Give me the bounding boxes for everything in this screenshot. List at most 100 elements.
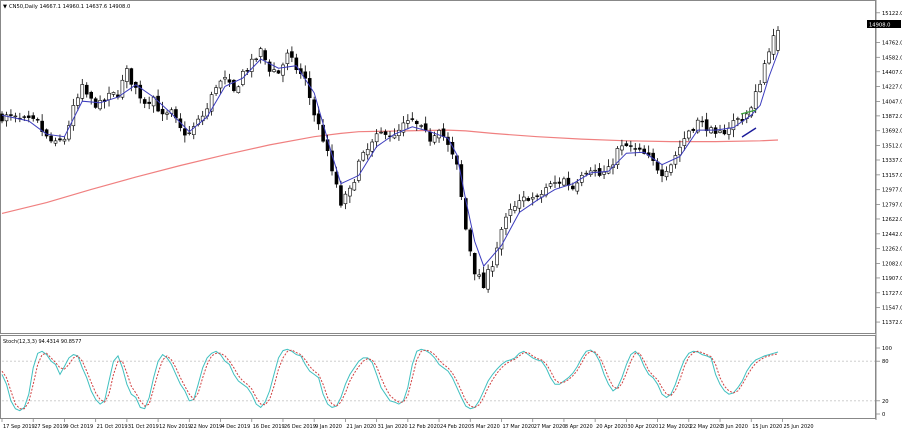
bull-candle-body — [530, 197, 535, 200]
stoch-tick-label: 20 — [882, 399, 889, 405]
candle — [691, 127, 696, 134]
trend-line-blue[interactable] — [741, 127, 757, 138]
price-tick-label: 13157.0 — [882, 173, 902, 179]
candle — [615, 146, 620, 170]
time-tick-label: 9 Oct 2019 — [65, 424, 93, 430]
bull-candle-body — [352, 182, 357, 191]
bull-candle-body — [343, 193, 348, 205]
candle — [165, 110, 169, 120]
bear-candle-body — [472, 253, 477, 275]
bear-candle-body — [557, 181, 562, 184]
bull-candle-body — [562, 178, 566, 186]
price-tick-label: 14227.0 — [882, 85, 902, 91]
bull-candle-body — [664, 170, 669, 178]
candle — [223, 70, 227, 85]
candle — [258, 46, 263, 64]
bull-candle-body — [165, 112, 169, 115]
price-tick-label: 12622.0 — [882, 217, 902, 223]
candle — [35, 117, 40, 123]
bull-candle-body — [285, 52, 290, 64]
time-tick-label: 5 Mar 2020 — [471, 424, 500, 430]
price-tick-label: 14582.0 — [882, 55, 902, 61]
bull-candle-body — [736, 118, 740, 120]
time-tick-label: 3 Jun 2020 — [721, 424, 748, 430]
bear-candle-body — [40, 120, 44, 132]
candle — [499, 226, 504, 256]
bull-candle-body — [678, 146, 682, 156]
bear-candle-body — [481, 272, 486, 289]
candle — [339, 180, 343, 208]
bull-candle-body — [13, 115, 18, 118]
bear-candle-body — [263, 50, 267, 61]
trend-line-green[interactable] — [740, 109, 757, 115]
candle — [214, 84, 218, 96]
candle — [700, 116, 704, 128]
bear-candle-body — [58, 138, 62, 141]
time-tick-label: 22 Nov 2019 — [190, 424, 222, 430]
time-tick-label: 12 Nov 2019 — [159, 424, 191, 430]
stoch-header: Stoch(12,3,3) 94.4314 90.8577 — [3, 339, 81, 345]
bear-candle-body — [633, 148, 638, 150]
candle — [423, 116, 428, 133]
bull-candle-body — [111, 92, 116, 95]
bull-candle-body — [517, 200, 522, 209]
candle — [637, 143, 642, 152]
bull-candle-body — [727, 127, 731, 135]
bull-candle-body — [254, 58, 259, 61]
candle — [722, 124, 727, 136]
candle — [642, 145, 647, 155]
candle — [316, 106, 321, 130]
candle — [767, 48, 771, 65]
bear-candle-body — [245, 70, 250, 72]
candle — [776, 26, 780, 53]
bear-candle-body — [232, 79, 236, 92]
candle — [513, 200, 517, 214]
time-tick-label: 12 Feb 2020 — [409, 424, 440, 430]
bear-candle-body — [294, 57, 299, 71]
candle — [731, 113, 736, 138]
candle — [526, 196, 531, 202]
bull-candle-body — [214, 87, 218, 94]
bull-candle-body — [370, 141, 374, 152]
candle — [495, 241, 499, 268]
bear-candle-body — [642, 148, 647, 154]
candle — [629, 140, 633, 152]
bull-candle-body — [753, 91, 758, 109]
bear-candle-body — [450, 141, 455, 155]
candle — [758, 80, 762, 93]
candle — [80, 78, 85, 101]
bear-candle-body — [290, 51, 294, 58]
candle — [263, 48, 267, 65]
candle — [356, 159, 361, 183]
price-axis: 15122.0 14762.0 14582.0 14407.0 14227.0 14047… — [876, 11, 902, 326]
bear-candle-body — [160, 108, 165, 115]
price-tick-label: 13512.0 — [882, 144, 902, 150]
bear-candle-body — [441, 128, 446, 137]
candle — [348, 185, 352, 203]
bear-candle-body — [468, 229, 473, 252]
candle — [9, 109, 13, 121]
candle — [508, 203, 513, 223]
time-tick-label: 26 Dec 2019 — [284, 424, 316, 430]
bull-candle-body — [272, 69, 276, 72]
bear-candle-body — [722, 129, 727, 135]
candle — [343, 191, 348, 210]
bull-candle-body — [602, 171, 606, 175]
bear-candle-body — [571, 185, 575, 190]
stoch-tick-label: 0 — [882, 412, 885, 418]
trend-lines — [740, 109, 757, 138]
price-tick-label: 13692.0 — [882, 129, 902, 135]
current-price-label: 14908.0 — [869, 23, 890, 29]
bear-candle-body — [147, 101, 151, 104]
bull-candle-body — [731, 120, 736, 131]
bull-candle-body — [776, 30, 780, 51]
bear-candle-body — [339, 185, 343, 206]
bull-candle-body — [71, 105, 76, 127]
bear-candle-body — [655, 161, 660, 171]
candle — [76, 93, 80, 111]
bear-candle-body — [566, 177, 571, 186]
time-tick-label: 25 Jun 2020 — [783, 424, 813, 430]
time-tick-label: 17 Mar 2020 — [502, 424, 534, 430]
